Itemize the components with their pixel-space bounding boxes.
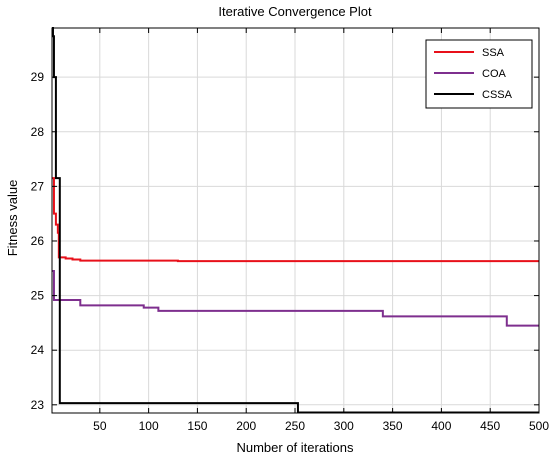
y-tick-label: 26	[31, 234, 45, 248]
x-tick-label: 450	[480, 419, 500, 433]
legend-label-cssa: CSSA	[482, 89, 513, 101]
y-tick-label: 29	[31, 70, 45, 84]
y-tick-label: 28	[31, 125, 45, 139]
x-tick-label: 100	[139, 419, 159, 433]
y-tick-label: 23	[31, 398, 45, 412]
x-tick-label: 250	[285, 419, 305, 433]
x-tick-label: 50	[93, 419, 107, 433]
legend-label-ssa: SSA	[482, 47, 505, 59]
x-tick-label: 200	[236, 419, 256, 433]
chart-title: Iterative Convergence Plot	[218, 4, 372, 19]
y-tick-label: 25	[31, 289, 45, 303]
x-tick-label: 150	[187, 419, 207, 433]
x-tick-label: 300	[334, 419, 354, 433]
y-tick-label: 27	[31, 179, 45, 193]
x-tick-label: 500	[529, 419, 549, 433]
legend-label-coa: COA	[482, 68, 507, 80]
series-line-cssa	[51, 27, 539, 414]
legend: SSA COA CSSA	[425, 39, 533, 109]
x-tick-label: 350	[383, 419, 403, 433]
y-axis-label: Fitness value	[5, 180, 20, 257]
x-axis-label: Number of iterations	[236, 440, 354, 455]
y-tick-label: 24	[31, 343, 45, 357]
grid-lines	[52, 28, 540, 413]
series-line-coa	[52, 270, 539, 327]
series-line-ssa	[52, 177, 539, 263]
x-tick-label: 400	[431, 419, 451, 433]
axis-ticks: 50 100 150 200 250 300 350 400 450 500 23 24 25 26 27 2…	[31, 28, 549, 433]
series-layer	[51, 27, 539, 414]
